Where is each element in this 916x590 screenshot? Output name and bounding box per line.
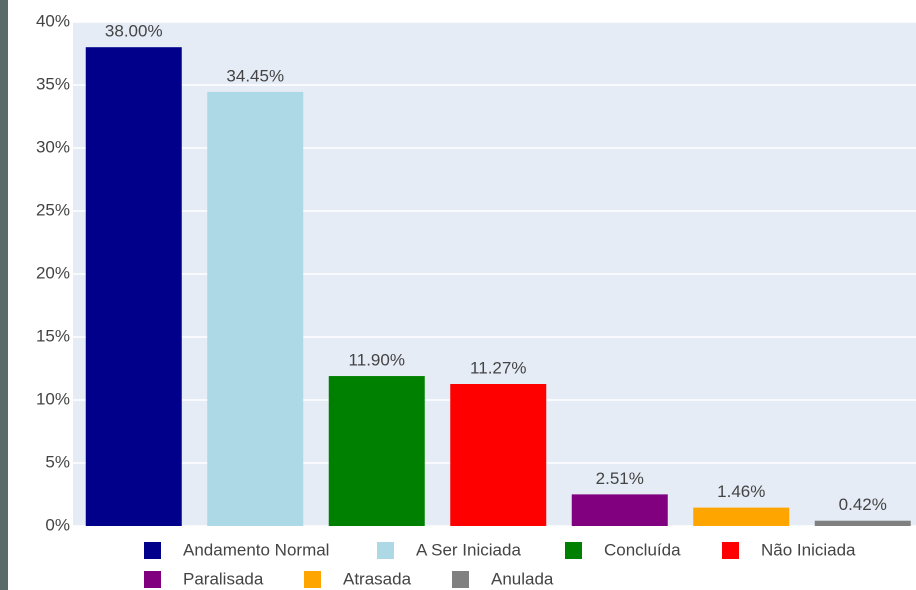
y-tick-label: 10% xyxy=(36,389,70,408)
y-tick-label: 20% xyxy=(36,263,70,282)
value-label: 2.51% xyxy=(596,469,644,488)
y-tick-label: 15% xyxy=(36,326,70,345)
bar xyxy=(571,494,668,526)
legend-label[interactable]: Não Iniciada xyxy=(761,540,856,559)
y-tick-label: 30% xyxy=(36,137,70,156)
legend-swatch[interactable] xyxy=(722,542,739,559)
legend-label[interactable]: Anulada xyxy=(491,569,554,588)
background-strip xyxy=(0,0,8,590)
legend-label[interactable]: Paralisada xyxy=(183,569,264,588)
legend-label[interactable]: Andamento Normal xyxy=(183,540,329,559)
bar xyxy=(693,507,790,526)
value-label: 11.90% xyxy=(349,351,405,370)
value-label: 1.46% xyxy=(717,482,765,501)
value-label: 38.00% xyxy=(105,22,163,41)
value-label: 34.45% xyxy=(226,66,284,85)
legend-label[interactable]: Atrasada xyxy=(343,569,412,588)
legend-label[interactable]: A Ser Iniciada xyxy=(416,540,521,559)
legend-label[interactable]: Concluída xyxy=(604,540,681,559)
y-tick-label: 0% xyxy=(45,515,70,534)
bar xyxy=(207,91,304,527)
value-label: 11.27% xyxy=(470,358,526,377)
value-label: 0.42% xyxy=(839,495,887,514)
legend-swatch[interactable] xyxy=(144,542,161,559)
bar xyxy=(450,383,547,526)
y-tick-label: 5% xyxy=(45,452,70,471)
legend-swatch[interactable] xyxy=(377,542,394,559)
bar xyxy=(85,47,182,526)
bar xyxy=(328,376,425,526)
y-tick-label: 35% xyxy=(36,74,70,93)
legend-swatch[interactable] xyxy=(144,571,161,588)
y-tick-label: 25% xyxy=(36,200,70,219)
legend-swatch[interactable] xyxy=(565,542,582,559)
y-tick-label: 40% xyxy=(36,11,70,30)
bar xyxy=(814,520,911,526)
legend-swatch[interactable] xyxy=(304,571,321,588)
legend-swatch[interactable] xyxy=(452,571,469,588)
